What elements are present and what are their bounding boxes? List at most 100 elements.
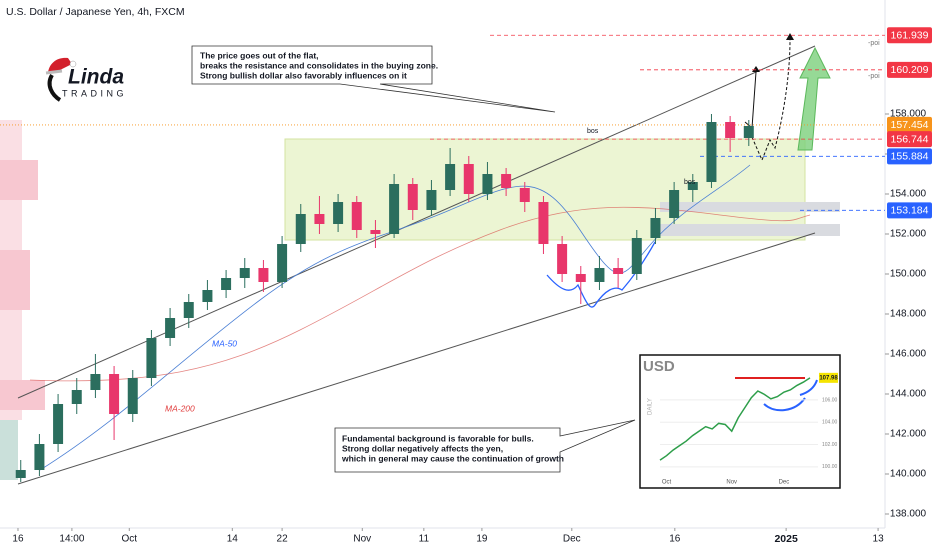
inset-y-label: 102.00 xyxy=(822,442,838,448)
candle-body xyxy=(146,338,157,378)
candle-body xyxy=(389,184,400,234)
inset-x-label: Oct xyxy=(662,480,672,486)
candle-body xyxy=(631,238,642,274)
x-tick-label: 11 xyxy=(419,534,430,545)
candle-body xyxy=(15,470,26,478)
x-tick-label: 16 xyxy=(669,534,681,545)
bos-label: bos xyxy=(587,128,599,135)
candle-body xyxy=(538,202,549,244)
callout-text: Strong dollar negatively affects the yen… xyxy=(342,443,503,453)
price-tag xyxy=(887,27,932,44)
inset-x-label: Nov xyxy=(726,480,737,486)
inset-line xyxy=(659,377,811,461)
projection-2 xyxy=(747,39,791,162)
price-tag-label: 155.884 xyxy=(891,151,929,163)
plot xyxy=(0,34,885,482)
y-tick-label: 148.000 xyxy=(890,309,927,320)
candle-body xyxy=(426,190,437,210)
candle-body xyxy=(351,202,362,230)
y-tick-label: 144.000 xyxy=(890,389,927,400)
candle-body xyxy=(53,404,64,444)
inset-arc xyxy=(763,397,806,412)
candle-body xyxy=(445,164,456,190)
candle-body xyxy=(669,190,680,218)
supply-zone xyxy=(660,202,840,212)
candle-body xyxy=(202,290,213,302)
x-tick-label: Dec xyxy=(563,534,581,545)
candle-body xyxy=(221,278,232,290)
candle-body xyxy=(165,318,176,338)
inset-title: USD xyxy=(643,358,675,375)
price-tag-label: 156.744 xyxy=(891,133,929,145)
candle-body xyxy=(183,302,194,318)
candle-body xyxy=(34,444,45,470)
candle-body xyxy=(482,174,493,194)
y-tick-label: 142.000 xyxy=(890,429,927,440)
projection-arrow xyxy=(752,66,760,72)
y-tick-label: 150.000 xyxy=(890,269,927,280)
callout-text: The price goes out of the flat, xyxy=(200,50,319,60)
candle-body xyxy=(258,268,269,282)
candle-body xyxy=(687,182,698,190)
inset-price-label: 107.98 xyxy=(819,375,838,381)
candle-body xyxy=(90,374,101,390)
y-tick-label: 146.000 xyxy=(890,349,927,360)
ma-label: MA-50 xyxy=(212,338,237,348)
inset-chart: USD DAILY 100.00 102.00 104.00 106.00 Oct Nov… xyxy=(639,354,841,489)
poi-label: -poi xyxy=(868,40,880,47)
price-tag-label: 161.939 xyxy=(891,30,929,42)
logo-sub: TRADING xyxy=(62,88,127,98)
candle-body xyxy=(314,214,325,224)
bos-label: bos xyxy=(684,179,696,186)
candle-body xyxy=(519,188,530,202)
y-tick-label: 158.000 xyxy=(890,109,927,120)
callout-text: Fundamental background is favorable for … xyxy=(342,433,534,443)
x-tick-label: 2025 xyxy=(774,533,798,545)
logo-name: Linda xyxy=(68,66,124,89)
candle-body xyxy=(463,164,474,194)
candle-body xyxy=(706,122,717,182)
price-tag-label: 153.184 xyxy=(891,205,929,217)
x-tick-label: 14 xyxy=(227,534,239,545)
candle-body xyxy=(277,244,288,282)
inset-side-label: DAILY xyxy=(648,398,654,415)
x-tick-label: Nov xyxy=(353,534,371,545)
price-tag xyxy=(887,202,932,219)
x-tick-label: 16 xyxy=(12,534,24,545)
candle-body xyxy=(594,268,605,282)
inset-y-label: 100.00 xyxy=(822,464,838,470)
x-tick-label: 13 xyxy=(873,534,885,545)
inset-arrow xyxy=(799,379,818,396)
candle-body xyxy=(295,214,306,244)
candle-body xyxy=(501,174,512,188)
channel-bottom xyxy=(17,232,816,485)
candle-body xyxy=(370,230,381,234)
price-tag-label: 157.454 xyxy=(891,119,929,131)
projection-arrow xyxy=(786,33,794,40)
candle-body xyxy=(557,244,568,274)
y-tick-label: 138.000 xyxy=(890,509,927,520)
x-tick-label: 22 xyxy=(277,534,289,545)
inset-price-tag xyxy=(819,372,838,383)
callout-bottom: Fundamental background is favorable for … xyxy=(334,419,636,473)
inset-x-label: Dec xyxy=(779,480,790,486)
price-tag xyxy=(887,131,932,148)
candle-body xyxy=(743,126,754,138)
candle-body xyxy=(613,268,624,274)
symbol-header: U.S. Dollar / Japanese Yen, 4h, FXCM xyxy=(6,6,185,18)
w-pattern xyxy=(546,241,656,308)
candle-body xyxy=(109,374,120,414)
price-tag xyxy=(887,116,932,133)
x-tick-label: 19 xyxy=(476,534,488,545)
callout-text: which in general may cause the continuat… xyxy=(341,453,564,463)
candle-body xyxy=(650,218,661,238)
y-tick-label: 140.000 xyxy=(890,469,927,480)
price-tag xyxy=(887,61,932,78)
bull-arrow xyxy=(797,46,831,151)
logo: Linda TRADING xyxy=(45,57,127,102)
ma-200 xyxy=(29,206,811,382)
x-tick-label: 14:00 xyxy=(59,534,84,545)
candle-body xyxy=(575,274,586,282)
candle-body xyxy=(725,122,736,138)
